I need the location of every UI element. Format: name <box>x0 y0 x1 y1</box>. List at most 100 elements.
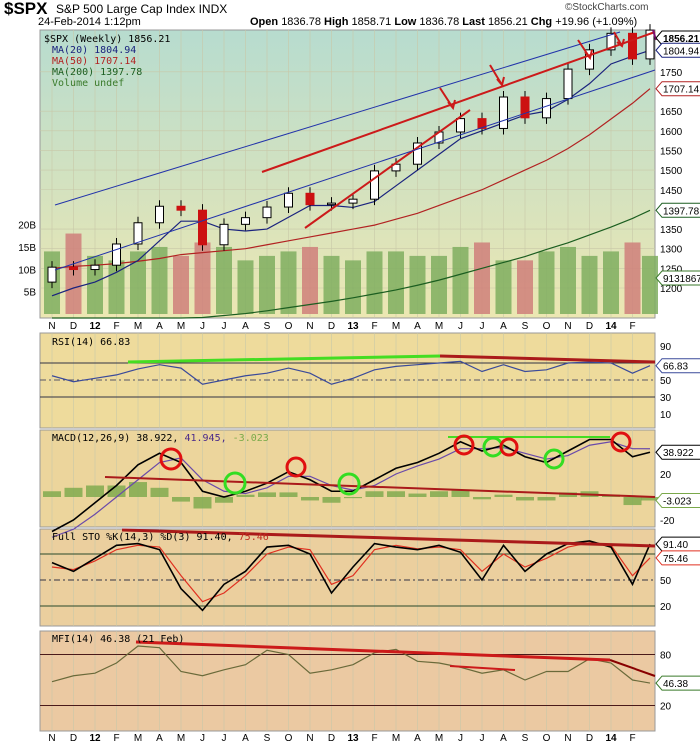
value-box-text: 1856.21 <box>663 34 700 45</box>
bullish-cross-circle <box>337 472 361 496</box>
y-tick-label: 1650 <box>660 107 683 118</box>
y-tick-label: 1350 <box>660 225 683 236</box>
price-candle <box>348 198 358 204</box>
value-box-text: 46.38 <box>663 679 688 690</box>
legend-ma20: MA(20) 1804.94 <box>52 45 136 56</box>
bearish-cross-circle <box>285 456 307 478</box>
volume-bar <box>151 246 168 314</box>
bearish-cross-circle <box>499 437 519 457</box>
low-label: Low <box>394 16 417 28</box>
price-candle <box>198 209 207 246</box>
mfi-trendline <box>135 640 611 662</box>
trendline <box>261 31 656 173</box>
quote-line: Open 1836.78 High 1858.71 Low 1836.78 La… <box>250 17 637 28</box>
copyright: ©StockCharts.com <box>565 2 649 13</box>
chg-value: +19.96 (+1.09%) <box>555 16 638 28</box>
price-candle <box>69 266 78 271</box>
x-tick-label: J <box>222 733 227 744</box>
value-box-ma50: 1707.14 <box>655 81 700 97</box>
price-candle <box>133 222 143 245</box>
price-candle <box>477 118 487 129</box>
x-tick-label: M <box>134 733 142 744</box>
value-box-ma200: 1397.78 <box>655 202 700 218</box>
value-box-tag <box>655 536 700 552</box>
price-candle <box>241 217 250 225</box>
price-candle <box>585 49 594 70</box>
x-tick-label: S <box>264 321 271 332</box>
volume-bar <box>581 255 598 314</box>
price-candle <box>520 96 530 119</box>
price-candle <box>155 205 164 224</box>
value-box-tag <box>655 270 700 286</box>
x-tick-label: J <box>200 321 205 332</box>
volume-bar <box>345 260 361 314</box>
low-value: 1836.78 <box>419 16 460 28</box>
x-tick-label: A <box>500 321 507 332</box>
x-tick-label: M <box>177 733 185 744</box>
last-value: 1856.21 <box>487 16 528 28</box>
price-candle <box>499 96 508 129</box>
x-tick-label: J <box>480 321 485 332</box>
value-box-text: 75.46 <box>663 554 688 565</box>
macd-trendline <box>104 476 656 498</box>
price-candle <box>327 202 336 206</box>
x-tick-label: O <box>543 733 551 744</box>
macd-histogram-bar <box>473 497 491 500</box>
value-box-mfi: 46.38 <box>655 675 700 691</box>
x-tick-label: N <box>306 733 313 744</box>
price-candle <box>391 163 401 172</box>
x-tick-label: A <box>156 733 163 744</box>
macd-histogram-bar <box>64 487 83 497</box>
volume-bar <box>194 242 211 314</box>
x-tick-label: S <box>264 733 271 744</box>
high-label: High <box>324 16 349 28</box>
x-tick-label: A <box>242 321 249 332</box>
macd-histogram-bar <box>516 497 534 501</box>
x-tick-label: M <box>435 321 443 332</box>
volume-bar <box>87 255 103 314</box>
value-box-macd: 38.922 <box>655 444 700 460</box>
x-tick-label: F <box>371 321 377 332</box>
x-tick-label: J <box>458 733 463 744</box>
macd-histogram-bar <box>258 492 276 497</box>
price-candle <box>305 192 315 206</box>
high-value: 1858.71 <box>351 16 392 28</box>
y-tick-label: 1250 <box>660 264 683 275</box>
x-tick-label: J <box>480 733 485 744</box>
value-box-text: 9131867 <box>663 274 700 285</box>
x-tick-label: 14 <box>605 321 617 332</box>
macd-histogram-bar <box>344 497 362 499</box>
value-box-text: 1397.78 <box>663 206 700 217</box>
rsi-line <box>51 360 651 385</box>
x-tick-label: S <box>522 321 529 332</box>
volume-bar <box>452 246 469 314</box>
rsi-tick-label: 30 <box>660 393 672 404</box>
value-box-volume: 9131867 <box>655 270 700 286</box>
x-tick-label: N <box>564 321 571 332</box>
price-candle <box>456 118 465 133</box>
x-tick-label: D <box>586 321 593 332</box>
chg-label: Chg <box>530 16 553 28</box>
price-candle <box>47 266 57 283</box>
volume-bar <box>431 255 447 314</box>
volume-bar <box>302 246 318 314</box>
value-box-tag <box>655 358 700 374</box>
value-box-text: 1707.14 <box>663 85 700 96</box>
open-label: Open <box>250 16 279 28</box>
volume-bar <box>366 251 383 314</box>
macd-tick-label: -20 <box>660 516 675 527</box>
value-box-macd_hist: -3.023 <box>655 492 700 508</box>
x-tick-label: F <box>629 733 635 744</box>
x-tick-label: D <box>586 733 593 744</box>
macd-histogram-bar <box>537 497 556 501</box>
sto-k-line <box>51 540 651 612</box>
volume-bar <box>538 251 555 314</box>
volume-tick-label: 20B <box>18 221 36 232</box>
trendline <box>304 109 471 229</box>
value-box-tag <box>655 675 700 691</box>
value-box-tag <box>655 81 700 97</box>
macd-histogram-bar <box>387 491 405 497</box>
x-tick-label: A <box>156 321 163 332</box>
price-candle <box>284 192 293 208</box>
